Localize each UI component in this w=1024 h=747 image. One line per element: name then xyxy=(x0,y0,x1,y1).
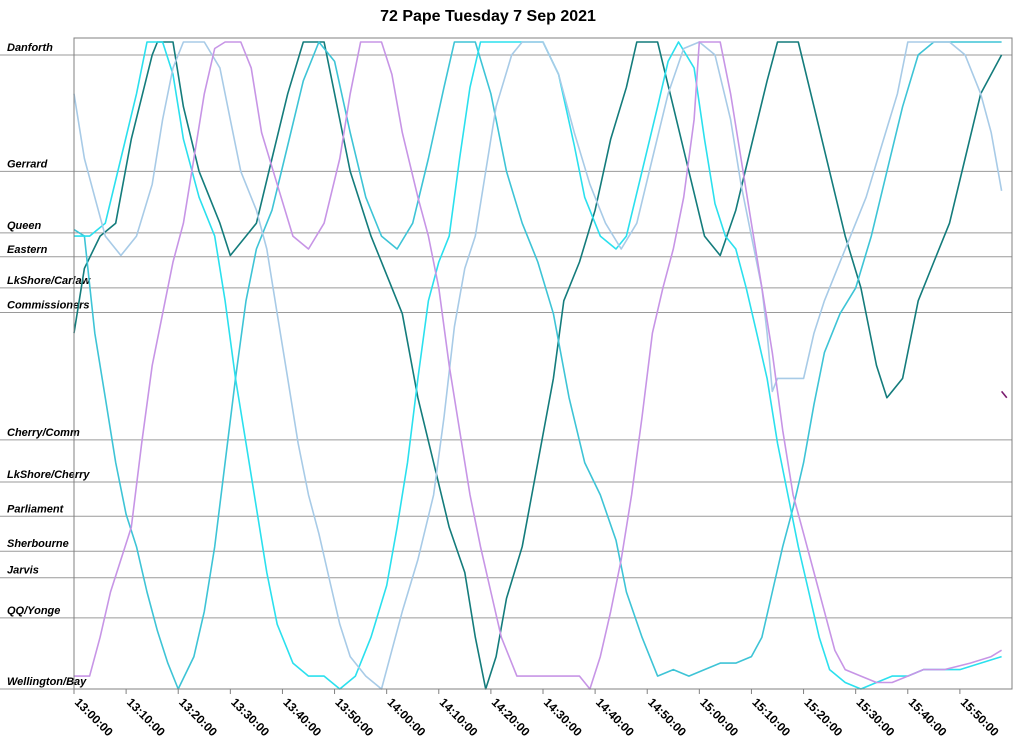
plot-frame xyxy=(73,37,1013,690)
vehicle-trace-6 xyxy=(1000,390,1008,399)
stop-label: Queen xyxy=(7,220,42,232)
stop-label: Wellington/Bay xyxy=(7,676,87,688)
vehicle-traces xyxy=(73,41,1008,690)
stop-label: LkShore/Carlaw xyxy=(7,275,92,287)
x-tick-label: 15:10:00 xyxy=(749,695,793,739)
vehicle-trace-5 xyxy=(74,41,1003,690)
stop-label: QQ/Yonge xyxy=(7,605,60,617)
stop-label: Danforth xyxy=(7,42,53,54)
stop-label: Gerrard xyxy=(7,158,48,170)
stop-label: Jarvis xyxy=(7,565,39,577)
x-tick-label: 14:00:00 xyxy=(385,695,429,739)
stop-label: Eastern xyxy=(7,244,48,256)
stop-label: Parliament xyxy=(7,503,65,515)
chart-title: 72 Pape Tuesday 7 Sep 2021 xyxy=(380,8,596,25)
x-tick-label: 14:30:00 xyxy=(541,695,585,739)
x-tick-label: 15:00:00 xyxy=(697,695,741,739)
stop-label: Commissioners xyxy=(7,299,90,311)
x-tick-label: 13:20:00 xyxy=(176,695,220,739)
x-tick-label: 13:10:00 xyxy=(124,695,168,739)
x-tick-label: 15:50:00 xyxy=(958,695,1002,739)
stop-labels: Danforth Gerrard Queen Eastern LkShore/Carla… xyxy=(7,42,92,688)
vehicle-trace-4 xyxy=(73,41,1003,690)
x-tick-label: 13:00:00 xyxy=(72,695,116,739)
x-tick-label: 13:40:00 xyxy=(280,695,324,739)
vehicle-trace-2 xyxy=(73,41,1002,690)
x-tick-label: 15:30:00 xyxy=(854,695,898,739)
x-tick-label: 14:40:00 xyxy=(593,695,637,739)
vehicle-trace-1 xyxy=(73,41,1003,690)
x-tick-label: 13:30:00 xyxy=(228,695,272,739)
x-tick-label: 15:40:00 xyxy=(906,695,950,739)
x-tick-label: 15:20:00 xyxy=(801,695,845,739)
stop-label: Cherry/Comm xyxy=(7,427,80,439)
time-axis: 13:00:00 13:10:00 13:20:00 13:30:00 13:40:00… xyxy=(72,689,1002,739)
x-tick-label: 13:50:00 xyxy=(332,695,376,739)
stop-label: Sherbourne xyxy=(7,538,69,550)
x-tick-label: 14:10:00 xyxy=(437,695,481,739)
x-tick-label: 14:20:00 xyxy=(489,695,533,739)
stop-label: LkShore/Cherry xyxy=(7,469,90,481)
x-tick-label: 14:50:00 xyxy=(645,695,689,739)
vehicle-trace-3 xyxy=(74,41,1002,690)
